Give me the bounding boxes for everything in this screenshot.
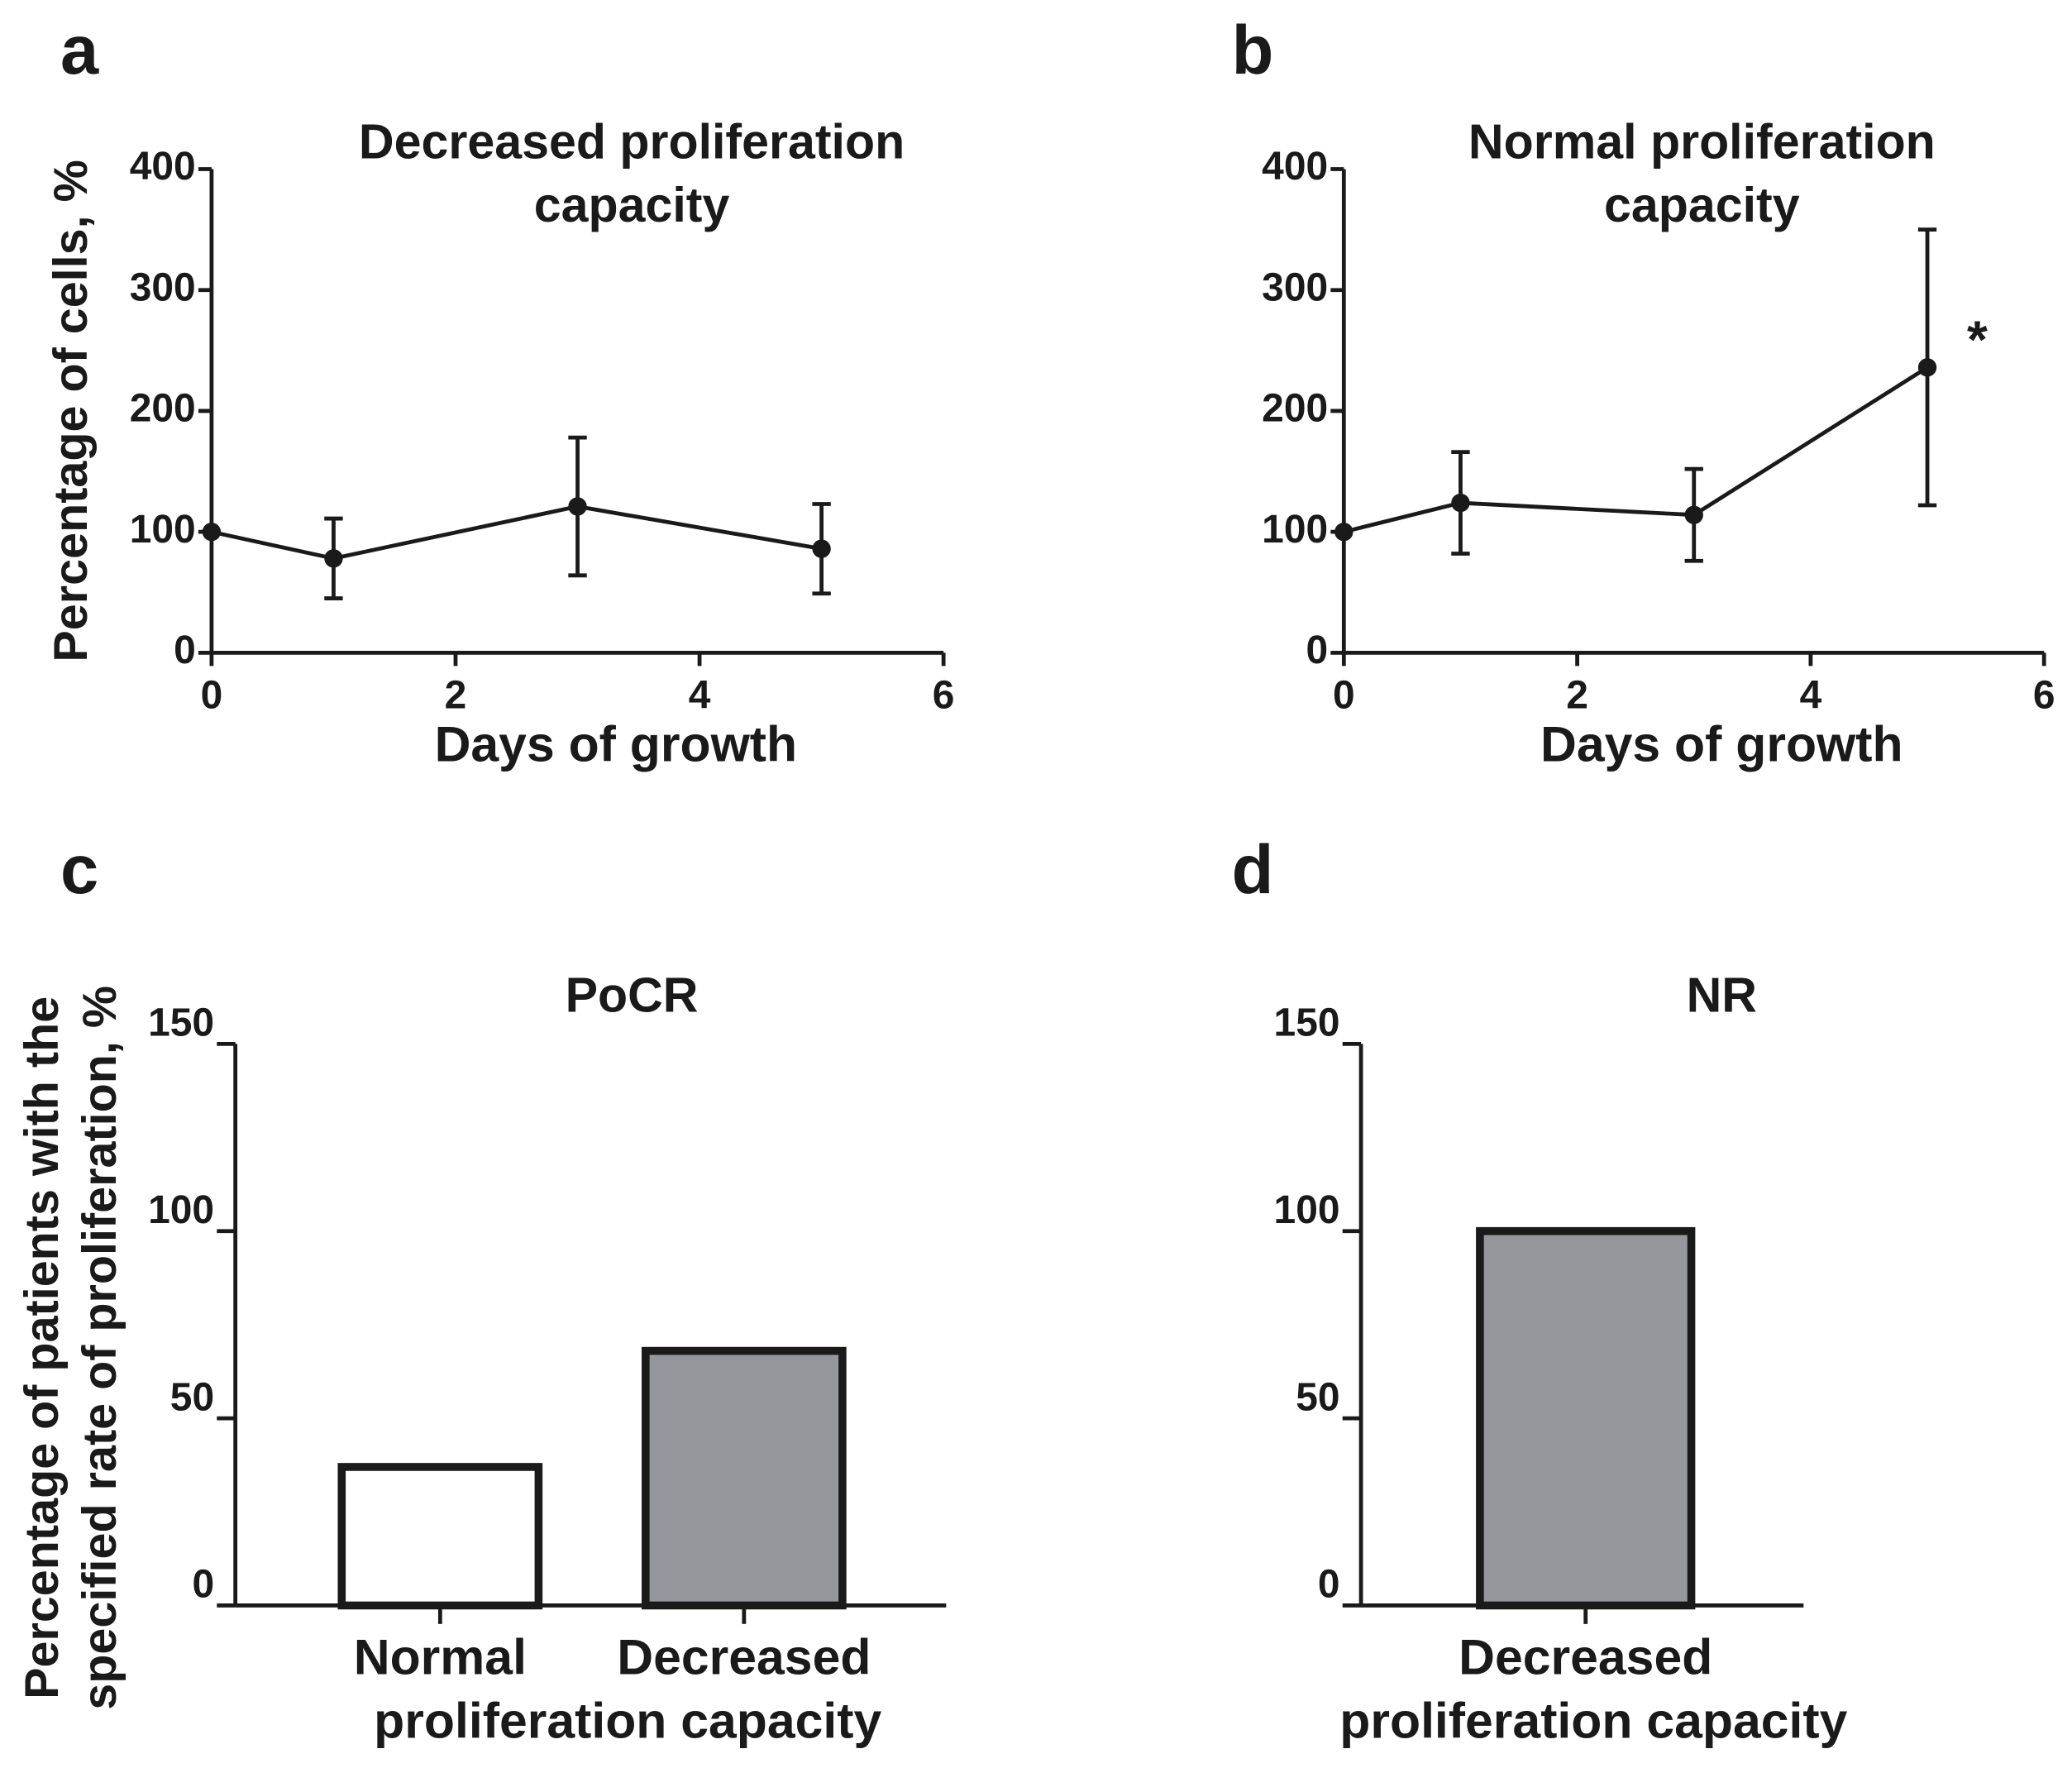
point [324,549,343,568]
y-tick-label: 0 [1306,628,1328,672]
bar [1476,1226,1696,1610]
chart-title: capacity [1604,177,1800,232]
y-axis-label: Percentage of cells, % [45,160,98,662]
x-tick-label: 2 [1566,673,1588,717]
chart-title: Decreased proliferation [359,113,905,169]
y-tick-label: 150 [1274,1001,1340,1045]
y-tick-label: 0 [1318,1563,1340,1607]
y-tick-label: 100 [1274,1188,1340,1232]
x-axis-label: Days of growth [435,715,798,772]
point [568,497,587,516]
point [1917,358,1937,377]
x-axis-label: proliferation capacity [1339,1692,1847,1748]
x-tick-label: Decreased [617,1629,871,1685]
x-tick-label: 2 [445,673,467,717]
x-tick-label: 4 [1800,673,1822,717]
panel-label: b [1232,12,1274,88]
x-tick-label: 6 [2033,673,2055,717]
y-tick-label: 50 [1296,1375,1339,1419]
y-tick-label: 150 [148,1001,214,1045]
y-tick-label: 200 [130,387,196,431]
y-tick-label: 50 [170,1375,214,1419]
x-axis-label: proliferation capacity [374,1692,881,1748]
y-tick-label: 100 [1262,508,1328,552]
data-line [211,504,823,561]
y-tick-label: 300 [130,265,196,309]
chart-title: capacity [534,177,730,232]
y-axis-label: Percentage of patients with the [16,996,69,1699]
x-tick-label: 0 [201,673,223,717]
data-line [1343,366,1929,534]
y-tick-label: 0 [192,1563,214,1607]
bar [337,1463,543,1610]
x-tick-label: Decreased [1459,1629,1712,1685]
chart-title: Normal proliferation [1468,113,1936,169]
point [1684,505,1703,524]
x-tick-label: 6 [933,673,955,717]
y-tick-label: 100 [148,1188,214,1232]
point [1334,522,1353,542]
x-tick-label: 0 [1333,673,1355,717]
y-tick-label: 300 [1262,265,1328,309]
point [812,539,831,558]
x-tick-label: 4 [689,673,711,717]
chart-title: NR [1687,968,1757,1023]
x-axis-label: Days of growth [1540,715,1903,772]
panel-label: d [1232,831,1274,908]
chart-title: PoCR [566,968,699,1023]
y-tick-label: 200 [1262,387,1328,431]
y-tick-label: 0 [174,628,196,672]
y-axis-label: specified rate of proliferation, % [74,986,127,1710]
y-tick-label: 100 [130,508,196,552]
point [1451,493,1470,513]
x-tick-label: Normal [354,1629,527,1685]
bar [642,1346,847,1610]
point [202,522,222,542]
y-tick-label: 400 [1262,145,1328,189]
annotation: * [1967,309,1988,369]
panel-label: a [60,12,99,88]
panel-label: c [60,831,98,908]
y-tick-label: 400 [130,145,196,189]
